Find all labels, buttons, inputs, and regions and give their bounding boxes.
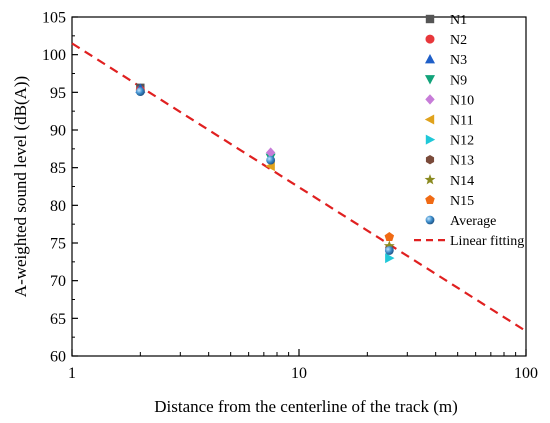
x-tick-label: 10	[291, 365, 307, 382]
point-n14	[383, 240, 395, 251]
legend-item: N14	[424, 174, 474, 189]
legend-label: N14	[450, 174, 474, 189]
legend-item: N10	[425, 93, 474, 108]
legend-item: Average	[425, 214, 496, 229]
x-axis-title: Distance from the centerline of the trac…	[154, 397, 458, 416]
legend-label: Linear fitting	[450, 234, 524, 249]
legend-marker-n14	[424, 174, 436, 185]
legend-marker-n13	[425, 155, 435, 165]
legend-item: N9	[425, 73, 467, 88]
point-average	[135, 87, 145, 96]
legend-marker-average	[425, 215, 435, 225]
legend-item: N11	[424, 114, 474, 129]
y-tick-label: 85	[50, 160, 66, 177]
legend-marker-n12	[425, 134, 436, 145]
y-tick-label: 70	[50, 273, 66, 290]
y-axis-title: A-weighted sound level (dB(A))	[11, 76, 30, 297]
point-n10	[265, 147, 276, 158]
legend-marker-n11	[424, 114, 435, 125]
y-tick-label: 105	[42, 10, 66, 27]
x-tick-label: 100	[514, 365, 538, 382]
legend-marker-n3	[425, 54, 435, 64]
y-tick-label: 75	[50, 236, 66, 253]
y-tick-label: 100	[42, 47, 66, 64]
legend-label: N2	[450, 33, 467, 48]
legend-label: N10	[450, 93, 474, 108]
legend-marker-n10	[425, 94, 435, 105]
legend-label: N11	[450, 114, 474, 129]
legend-marker-n1	[425, 14, 435, 24]
point-average	[266, 155, 276, 165]
legend-item: Linear fitting	[414, 234, 524, 249]
legend-item: N2	[425, 33, 467, 48]
legend-marker-n9	[425, 75, 435, 85]
legend-label: N3	[450, 53, 467, 68]
legend-label: N15	[450, 194, 474, 209]
legend-label: N12	[450, 134, 474, 149]
y-tick-label: 80	[50, 198, 66, 215]
y-tick-label: 90	[50, 123, 66, 140]
legend-item: N12	[425, 134, 474, 149]
legend-label: N13	[450, 154, 474, 169]
point-average	[384, 246, 394, 255]
legend-item: N13	[425, 154, 474, 169]
y-tick-label: 60	[50, 349, 66, 366]
legend-item: N1	[425, 13, 467, 28]
legend: N1 N2 N3 N9 N10 N11 N12 N13 N14 N15 Average Linear …	[414, 13, 524, 249]
legend-marker-n15	[425, 194, 435, 204]
legend-item: N15	[425, 194, 474, 209]
y-tick-label: 95	[50, 85, 66, 102]
legend-marker-n2	[425, 34, 435, 44]
legend-label: Average	[450, 214, 496, 229]
x-tick-label: 1	[68, 365, 76, 382]
legend-label: N1	[450, 13, 467, 28]
y-tick-label: 65	[50, 311, 66, 328]
legend-item: N3	[425, 53, 467, 68]
point-n15	[384, 231, 395, 242]
point-n12	[385, 253, 395, 264]
legend-label: N9	[450, 73, 467, 88]
